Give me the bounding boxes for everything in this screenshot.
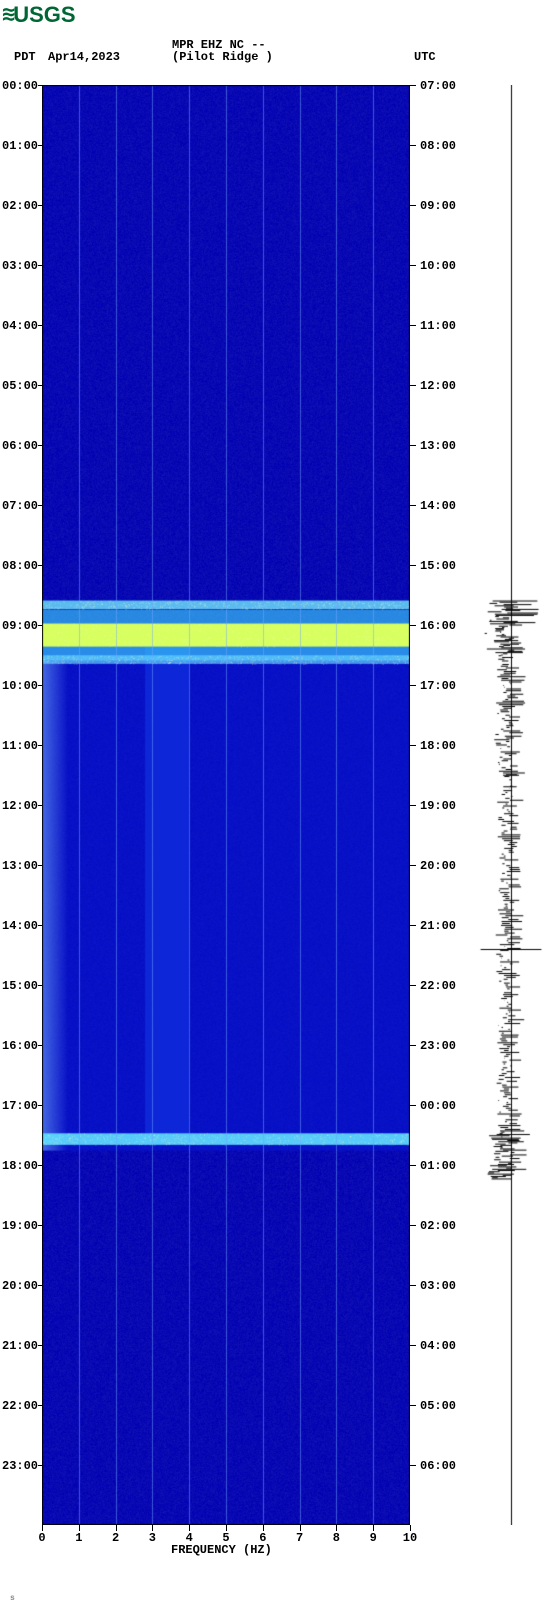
y-left-tick: 16:00 [2,1039,38,1053]
x-tick-label: 2 [112,1531,119,1545]
y-right-tick: 01:00 [420,1159,456,1173]
spectrogram-canvas [42,85,410,1525]
y-left-tick: 06:00 [2,439,38,453]
x-axis-title: FREQUENCY (HZ) [171,1543,272,1557]
x-tick-label: 8 [333,1531,340,1545]
y-right-tick: 06:00 [420,1459,456,1473]
x-tick-label: 7 [296,1531,303,1545]
y-left-tick: 18:00 [2,1159,38,1173]
y-left-tick: 05:00 [2,379,38,393]
y-right-tick: 07:00 [420,79,456,93]
y-left-tick: 11:00 [2,739,38,753]
y-left-tick: 01:00 [2,139,38,153]
y-left-tick: 04:00 [2,319,38,333]
y-left-tick: 10:00 [2,679,38,693]
y-left-tick: 22:00 [2,1399,38,1413]
y-left-tick: 19:00 [2,1219,38,1233]
y-left-tick: 00:00 [2,79,38,93]
x-tick-label: 10 [403,1531,417,1545]
y-right-tick: 15:00 [420,559,456,573]
x-tick-label: 1 [75,1531,82,1545]
logo-text: USGS [13,2,75,28]
left-timezone: PDT [14,50,36,64]
y-right-tick: 16:00 [420,619,456,633]
y-left-tick: 03:00 [2,259,38,273]
spectrogram-panel [42,85,410,1525]
y-right-tick: 20:00 [420,859,456,873]
y-right-tick: 02:00 [420,1219,456,1233]
y-right-tick: 13:00 [420,439,456,453]
usgs-logo: ≋ USGS [2,2,76,28]
y-right-tick: 17:00 [420,679,456,693]
y-right-tick: 05:00 [420,1399,456,1413]
y-right-tick: 03:00 [420,1279,456,1293]
y-right-tick: 04:00 [420,1339,456,1353]
y-left-tick: 02:00 [2,199,38,213]
y-left-tick: 09:00 [2,619,38,633]
y-left-tick: 13:00 [2,859,38,873]
y-left-tick: 08:00 [2,559,38,573]
y-left-tick: 21:00 [2,1339,38,1353]
y-right-tick: 19:00 [420,799,456,813]
y-right-tick: 18:00 [420,739,456,753]
x-tick-label: 3 [149,1531,156,1545]
y-left-tick: 12:00 [2,799,38,813]
y-right-tick: 09:00 [420,199,456,213]
y-right-tick: 08:00 [420,139,456,153]
y-right-tick: 00:00 [420,1099,456,1113]
header-date: Apr14,2023 [48,50,120,64]
y-left-tick: 17:00 [2,1099,38,1113]
footer-mark: s [10,1594,15,1603]
y-left-tick: 07:00 [2,499,38,513]
logo-wave-icon: ≋ [2,2,11,28]
x-tick-label: 9 [370,1531,377,1545]
y-left-tick: 14:00 [2,919,38,933]
y-left-tick: 23:00 [2,1459,38,1473]
y-left-tick: 15:00 [2,979,38,993]
right-timezone: UTC [414,50,436,64]
y-right-tick: 10:00 [420,259,456,273]
y-right-tick: 21:00 [420,919,456,933]
waveform-canvas [478,85,544,1525]
station-line-2: (Pilot Ridge ) [172,50,273,64]
y-right-tick: 14:00 [420,499,456,513]
y-left-tick: 20:00 [2,1279,38,1293]
x-tick-label: 0 [38,1531,45,1545]
waveform-panel [478,85,544,1525]
y-right-tick: 22:00 [420,979,456,993]
y-right-tick: 11:00 [420,319,456,333]
y-right-tick: 23:00 [420,1039,456,1053]
y-right-tick: 12:00 [420,379,456,393]
